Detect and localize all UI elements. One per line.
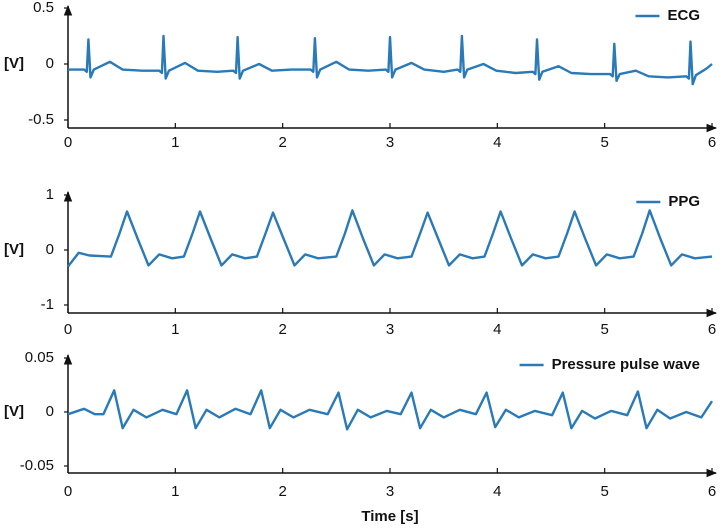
x-tick-label: 1 <box>171 134 179 151</box>
x-tick-label: 4 <box>493 483 501 500</box>
x-tick-label: 5 <box>600 134 608 151</box>
x-tick-label: 5 <box>600 483 608 500</box>
x-tick-label: 6 <box>708 483 716 500</box>
legend-label: ECG <box>667 7 700 24</box>
signal-line <box>67 209 713 268</box>
x-tick-label: 4 <box>493 134 501 151</box>
x-tick-label: 1 <box>171 483 179 500</box>
y-tick-label: 0.5 <box>33 0 54 16</box>
y-tick-label: 0 <box>46 241 54 258</box>
x-tick-label: 3 <box>386 321 394 338</box>
y-tick-label: -1 <box>41 296 54 313</box>
x-tick-label: 2 <box>278 321 286 338</box>
x-tick-label: 0 <box>64 321 72 338</box>
signal-line <box>68 34 713 86</box>
x-axis-label: Time [s] <box>361 508 418 525</box>
x-tick-label: 0 <box>64 134 72 151</box>
y-tick-label: -0.5 <box>28 111 54 128</box>
y-axis-label: [V] <box>4 241 24 258</box>
x-tick-label: 6 <box>708 321 716 338</box>
y-tick-label: 0.05 <box>25 349 54 366</box>
x-tick-label: 5 <box>600 321 608 338</box>
x-tick-label: 6 <box>708 134 716 151</box>
y-tick-label: 0 <box>46 403 54 420</box>
y-axis-label: [V] <box>4 55 24 72</box>
x-tick-label: 2 <box>278 134 286 151</box>
y-tick-label: 1 <box>46 186 54 203</box>
y-axis-label: [V] <box>4 403 24 420</box>
x-tick-label: 1 <box>171 321 179 338</box>
x-tick-label: 3 <box>386 483 394 500</box>
legend-label: Pressure pulse wave <box>552 356 700 373</box>
x-tick-label: 0 <box>64 483 72 500</box>
y-tick-label: 0 <box>46 55 54 72</box>
signal-line <box>67 389 714 431</box>
x-tick-label: 2 <box>278 483 286 500</box>
x-tick-label: 4 <box>493 321 501 338</box>
x-tick-label: 3 <box>386 134 394 151</box>
legend-label: PPG <box>668 193 700 210</box>
y-tick-label: -0.05 <box>20 457 54 474</box>
